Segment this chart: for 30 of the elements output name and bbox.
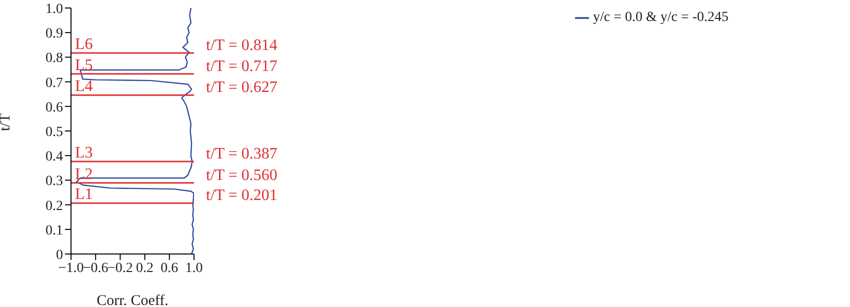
x-tick-label: 1.0 bbox=[185, 260, 203, 276]
y-tick-label: 0.2 bbox=[46, 198, 63, 214]
y-tick-label: 0.3 bbox=[46, 174, 63, 190]
text: t/T = 0.560 bbox=[206, 166, 278, 184]
text: t/T = 0.627 bbox=[206, 79, 278, 96]
x-tick-label: −1.0 bbox=[58, 260, 84, 276]
y-tick-label: 0.9 bbox=[46, 26, 63, 42]
ref-line-label: L1 bbox=[75, 186, 93, 204]
y-tick-label: 0.7 bbox=[46, 76, 63, 91]
text: t/T = 0.814 bbox=[206, 37, 278, 54]
x-tick-label: −0.6 bbox=[82, 260, 108, 276]
legend-label: y/c = 0.0 & y/c = -0.245 bbox=[593, 10, 729, 25]
ref-line-label: L6 bbox=[75, 36, 93, 54]
y-tick-label: 0.6 bbox=[46, 100, 63, 116]
x-tick-label: 0.2 bbox=[136, 260, 154, 276]
line-series bbox=[76, 8, 194, 254]
x-tick-label: −0.2 bbox=[107, 260, 133, 276]
text: t/T = 0.717 bbox=[206, 58, 278, 75]
y-tick-label: 0 bbox=[56, 248, 63, 263]
text: t/T = 0.201 bbox=[206, 187, 278, 204]
y-tick-label: 0.1 bbox=[46, 223, 63, 238]
y-tick-label: 1.0 bbox=[46, 2, 63, 17]
y-tick-label: 0.8 bbox=[46, 51, 63, 66]
y-tick-label: 0.4 bbox=[46, 150, 63, 165]
ref-line-label: L4 bbox=[75, 78, 93, 96]
ref-line-label: L3 bbox=[75, 144, 93, 162]
x-tick-label: 0.6 bbox=[160, 260, 178, 276]
x-axis-title: Corr. Coeff. bbox=[96, 293, 168, 307]
text: t/T = 0.387 bbox=[206, 146, 278, 163]
y-tick-label: 0.5 bbox=[46, 124, 63, 140]
